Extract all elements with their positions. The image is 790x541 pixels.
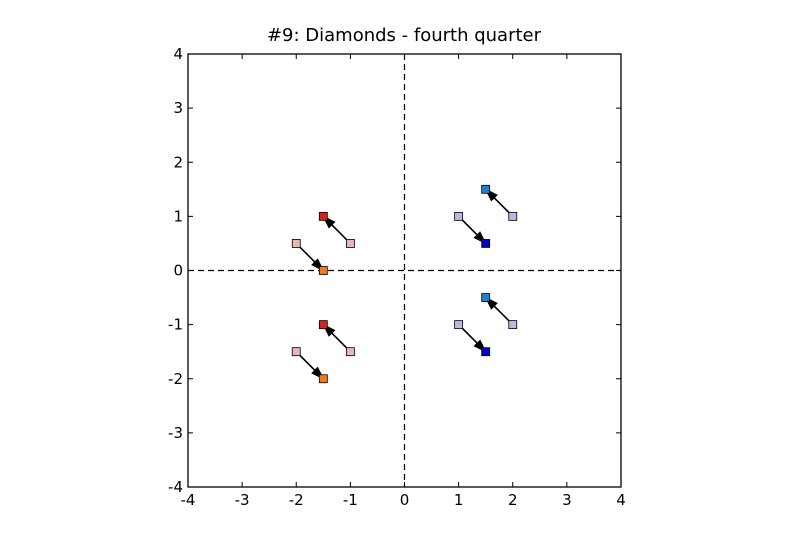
y-tick-label: -4	[168, 478, 183, 496]
data-point-marker	[481, 347, 491, 357]
x-tick-label: 3	[562, 491, 572, 509]
reference-lines	[188, 54, 621, 487]
x-tick-label: 0	[400, 491, 410, 509]
y-tick-label: -1	[168, 316, 183, 334]
data-point-marker	[318, 266, 328, 275]
data-point-marker	[508, 211, 518, 221]
x-tick-label: -1	[343, 491, 358, 509]
data-point-marker	[508, 320, 518, 330]
x-tick-label: 1	[454, 491, 464, 509]
data-point-marker	[481, 239, 491, 248]
y-tick-label: 2	[173, 153, 183, 171]
plot-frame	[187, 53, 622, 488]
data-point-marker	[318, 374, 328, 384]
data-point-marker	[291, 347, 301, 357]
x-tick-label: -2	[289, 491, 304, 509]
x-tick-label: 2	[508, 491, 518, 509]
x-tick-label: 4	[616, 491, 626, 509]
data-point-marker	[318, 211, 328, 221]
y-tick-label: 3	[173, 99, 183, 117]
data-point-marker	[345, 347, 355, 357]
data-point-marker	[454, 320, 464, 330]
data-point-marker	[345, 239, 355, 248]
y-tick-label: 4	[173, 45, 183, 63]
data-point-marker	[481, 293, 491, 302]
y-tick-label: 1	[173, 207, 183, 225]
y-tick-label: -3	[168, 424, 183, 442]
data-point-marker	[318, 320, 328, 330]
markers-layer	[291, 184, 518, 384]
x-tick-label: -4	[181, 491, 196, 509]
data-point-marker	[291, 239, 301, 248]
x-tick-label: -3	[235, 491, 250, 509]
y-tick-label: -2	[168, 370, 183, 388]
data-point-marker	[481, 184, 491, 194]
tick-labels-layer: -4 -3 -2 -1 0 1 2 3 4 -4 -3 -2 -1 0 1 2 3 4	[168, 45, 626, 509]
data-point-marker	[454, 211, 464, 221]
y-tick-label: 0	[173, 262, 183, 280]
chart-title: #9: Diamonds - fourth quarter	[267, 25, 542, 46]
